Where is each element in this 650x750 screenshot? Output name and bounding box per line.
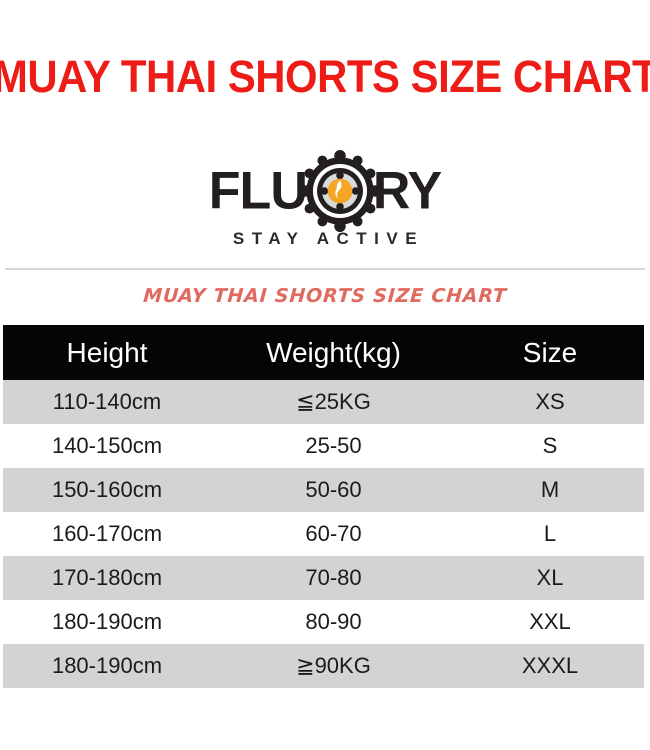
cell-height: 140-150cm (51, 433, 163, 458)
cell-height: 160-170cm (51, 521, 163, 546)
size-chart-table: Height Weight(kg) Size 110-140cm ≦25KG X… (3, 325, 644, 688)
column-header-height: Height (66, 336, 148, 368)
brand-tagline: STAY ACTIVE (232, 229, 425, 248)
cell-height: 180-190cm (51, 653, 163, 678)
cell-weight: 25-50 (305, 433, 362, 458)
cell-weight: 60-70 (305, 521, 362, 546)
table-row: 140-150cm 25-50 S (3, 424, 644, 468)
cell-size: XS (535, 389, 565, 414)
table-row: 180-190cm ≧90KG XXXL (3, 644, 644, 688)
table-header: Height Weight(kg) Size (3, 325, 644, 380)
table-row: 180-190cm 80-90 XXL (3, 600, 644, 644)
cell-weight: ≧90KG (296, 653, 371, 678)
cell-height: 110-140cm (52, 389, 162, 414)
table-row: 160-170cm 60-70 L (3, 512, 644, 556)
cell-size: L (543, 521, 557, 546)
brand-wordmark-prefix: FLU (208, 161, 308, 221)
cell-height: 150-160cm (51, 477, 163, 502)
cell-size: XXXL (521, 653, 579, 678)
gear-flame-icon (298, 150, 381, 232)
table-row: 170-180cm 70-80 XL (3, 556, 644, 600)
cell-weight: ≦25KG (296, 389, 371, 414)
cell-size: XL (536, 565, 564, 590)
chart-subtitle: MUAY THAI SHORTS SIZE CHART (142, 285, 508, 307)
cell-weight: 70-80 (305, 565, 362, 590)
cell-size: XXL (529, 609, 571, 634)
page-title-text: MUAY THAI SHORTS SIZE CHART (0, 51, 650, 102)
section-divider (5, 268, 645, 270)
cell-height: 170-180cm (51, 565, 163, 590)
cell-height: 180-190cm (51, 609, 163, 634)
brand-wordmark: FLU (208, 150, 442, 232)
cell-size: S (542, 433, 558, 458)
table-header-row: Height Weight(kg) Size (3, 325, 644, 380)
brand-wordmark-suffix: RY (372, 161, 442, 221)
cell-weight: 50-60 (305, 477, 362, 502)
cell-size: M (540, 477, 560, 502)
table-row: 110-140cm ≦25KG XS (3, 380, 644, 424)
table-body: 110-140cm ≦25KG XS 140-150cm 25-50 S 150… (3, 380, 644, 688)
table-row: 150-160cm 50-60 M (3, 468, 644, 512)
cell-weight: 80-90 (305, 609, 362, 634)
page-title: MUAY THAI SHORTS SIZE CHART (0, 48, 650, 106)
brand-logo: FLU (0, 150, 650, 263)
column-header-weight: Weight(kg) (266, 336, 401, 368)
column-header-size: Size (522, 336, 578, 368)
